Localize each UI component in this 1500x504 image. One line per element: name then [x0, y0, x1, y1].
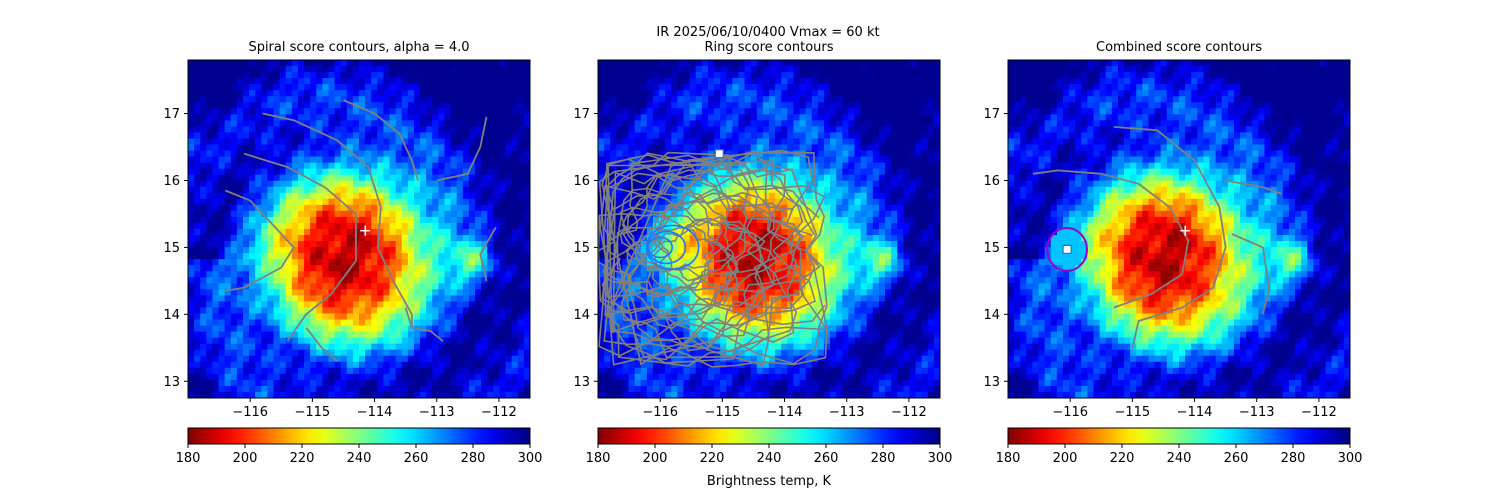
- colorbar-tick-label: 240: [347, 451, 372, 466]
- colorbar: 180 200 220 240 260 280 300: [176, 428, 543, 466]
- colorbar-label: Brightness temp, K: [707, 474, 832, 489]
- x-tick-label: −113: [829, 405, 865, 420]
- colorbar-tick-label: 220: [290, 451, 315, 466]
- figure-suptitle: IR 2025/06/10/0400 Vmax = 60 kt: [656, 25, 879, 40]
- plot-area: [598, 60, 941, 399]
- plot-area: [188, 60, 531, 399]
- y-tick-label: 16: [573, 174, 590, 189]
- colorbar-gradient: [598, 428, 940, 444]
- x-tick-label: −115: [1115, 405, 1151, 420]
- colorbar-tick-label: 220: [700, 451, 725, 466]
- panel-1: −116 −115 −114 −113 −112 13 14 15 16 17 Spiral sco…: [163, 40, 530, 420]
- x-tick-label: −114: [1177, 405, 1213, 420]
- panel-2: −116 −115 −114 −113 −112 13 14 15 16 17 Ring score…: [573, 40, 940, 420]
- colorbar-gradient: [188, 428, 530, 444]
- y-tick-label: 14: [163, 308, 180, 323]
- colorbar-tick-label: 200: [233, 451, 258, 466]
- colorbar-tick-label: 220: [1110, 451, 1135, 466]
- colorbar: 180 200 220 240 260 280 300: [586, 428, 953, 466]
- colorbar-tick-label: 260: [814, 451, 839, 466]
- y-tick-label: 17: [163, 107, 180, 122]
- colorbar-tick-label: 240: [1167, 451, 1192, 466]
- colorbar-tick-label: 180: [996, 451, 1021, 466]
- plot-area: [1008, 60, 1351, 399]
- panel-title: Ring score contours: [704, 40, 833, 55]
- heatmap-cells: [188, 60, 531, 399]
- y-tick-label: 15: [163, 241, 180, 256]
- x-tick-label: −114: [767, 405, 803, 420]
- colorbar-tick-label: 300: [1338, 451, 1363, 466]
- panel-3: −116 −115 −114 −113 −112 13 14 15 16 17 Combined s…: [983, 40, 1350, 420]
- colorbar-tick-label: 300: [928, 451, 953, 466]
- y-tick-label: 13: [983, 375, 1000, 390]
- x-tick-label: −112: [481, 405, 517, 420]
- colorbar: 180 200 220 240 260 280 300: [996, 428, 1363, 466]
- colorbar-tick-label: 300: [518, 451, 543, 466]
- panel-title: Combined score contours: [1096, 40, 1262, 55]
- x-tick-label: −113: [419, 405, 455, 420]
- y-tick-label: 16: [163, 174, 180, 189]
- colorbar-tick-label: 240: [757, 451, 782, 466]
- colorbar-gradient: [1008, 428, 1350, 444]
- x-tick-label: −112: [891, 405, 927, 420]
- y-tick-label: 15: [983, 241, 1000, 256]
- x-tick-label: −115: [705, 405, 741, 420]
- y-tick-label: 16: [983, 174, 1000, 189]
- y-tick-label: 14: [573, 308, 590, 323]
- colorbar-tick-label: 200: [1053, 451, 1078, 466]
- x-tick-label: −112: [1301, 405, 1337, 420]
- x-tick-label: −114: [357, 405, 393, 420]
- colorbar-tick-label: 260: [404, 451, 429, 466]
- panel-title: Spiral score contours, alpha = 4.0: [248, 40, 469, 55]
- y-tick-label: 15: [573, 241, 590, 256]
- colorbar-tick-label: 280: [871, 451, 896, 466]
- x-tick-label: −116: [232, 405, 268, 420]
- x-tick-label: −116: [1052, 405, 1088, 420]
- y-tick-label: 13: [163, 375, 180, 390]
- x-tick-label: −113: [1239, 405, 1275, 420]
- y-tick-label: 17: [983, 107, 1000, 122]
- colorbar-tick-label: 180: [586, 451, 611, 466]
- y-tick-label: 17: [573, 107, 590, 122]
- x-tick-label: −115: [295, 405, 331, 420]
- x-tick-label: −116: [642, 405, 678, 420]
- y-tick-label: 13: [573, 375, 590, 390]
- colorbar-tick-label: 200: [643, 451, 668, 466]
- colorbar-tick-label: 280: [461, 451, 486, 466]
- colorbar-tick-label: 280: [1281, 451, 1306, 466]
- square-marker: [1063, 245, 1071, 253]
- colorbar-tick-label: 180: [176, 451, 201, 466]
- colorbar-tick-label: 260: [1224, 451, 1249, 466]
- square-marker: [715, 150, 723, 158]
- y-tick-label: 14: [983, 308, 1000, 323]
